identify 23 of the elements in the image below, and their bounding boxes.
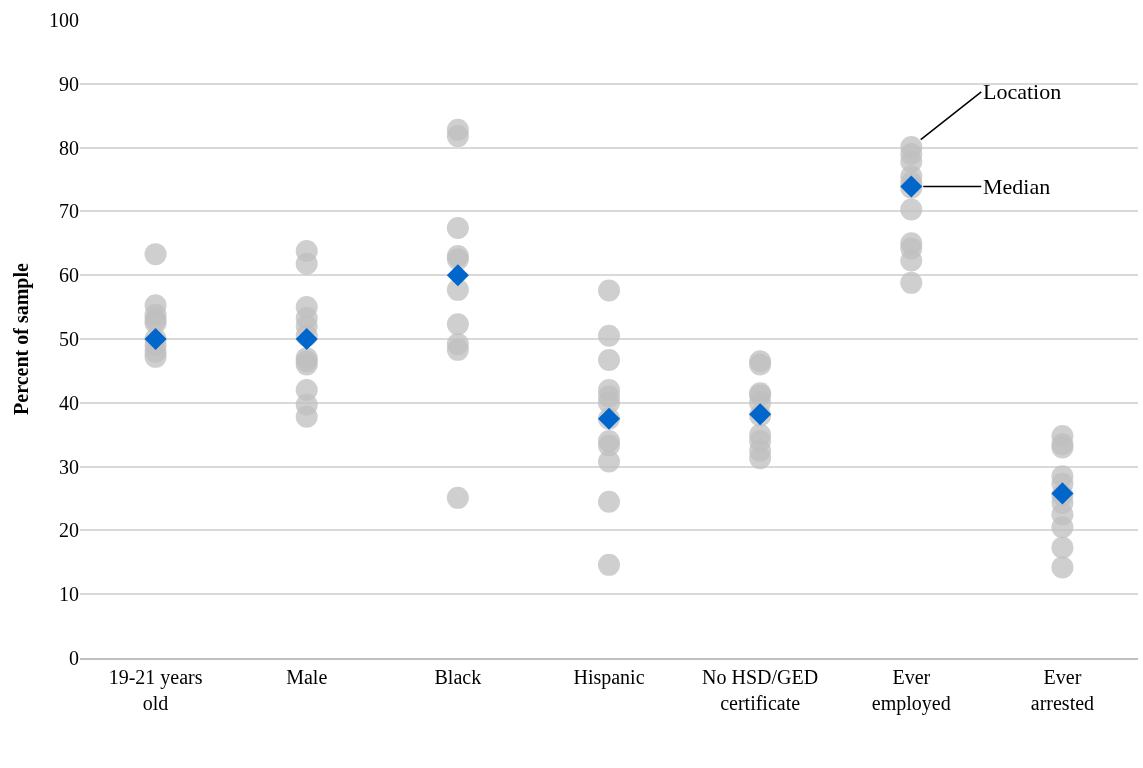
x-tick-label: Hispanic	[573, 665, 645, 689]
x-tick-label: Black	[434, 665, 482, 688]
text: Median	[983, 174, 1051, 199]
x-tick-label: Male	[286, 665, 328, 688]
y-tick-label: 70	[59, 200, 79, 223]
x-tick-label: Ever arrested	[1030, 665, 1095, 714]
y-tick-label: 100	[49, 9, 79, 31]
y-tick-label: 10	[59, 583, 79, 606]
y-tick-label: 20	[59, 519, 79, 542]
y-tick-label: 40	[59, 391, 79, 414]
y-tick-label: 80	[59, 136, 79, 159]
text: Location	[983, 79, 1062, 104]
x-tick-label: Ever employed	[871, 665, 951, 715]
x-tick-label: No HSD/GED certificate	[702, 665, 819, 714]
y-tick-label: 90	[59, 72, 79, 95]
y-tick-label: 60	[59, 264, 79, 287]
point	[295, 327, 318, 351]
y-axis-title: Percent of sample	[9, 262, 33, 415]
y-tick-label: 0	[69, 647, 79, 669]
y-tick-label: 50	[59, 328, 79, 350]
point	[446, 264, 469, 287]
x-tick-label: 19-21 years old	[108, 665, 203, 714]
y-tick-label: 30	[59, 455, 79, 478]
